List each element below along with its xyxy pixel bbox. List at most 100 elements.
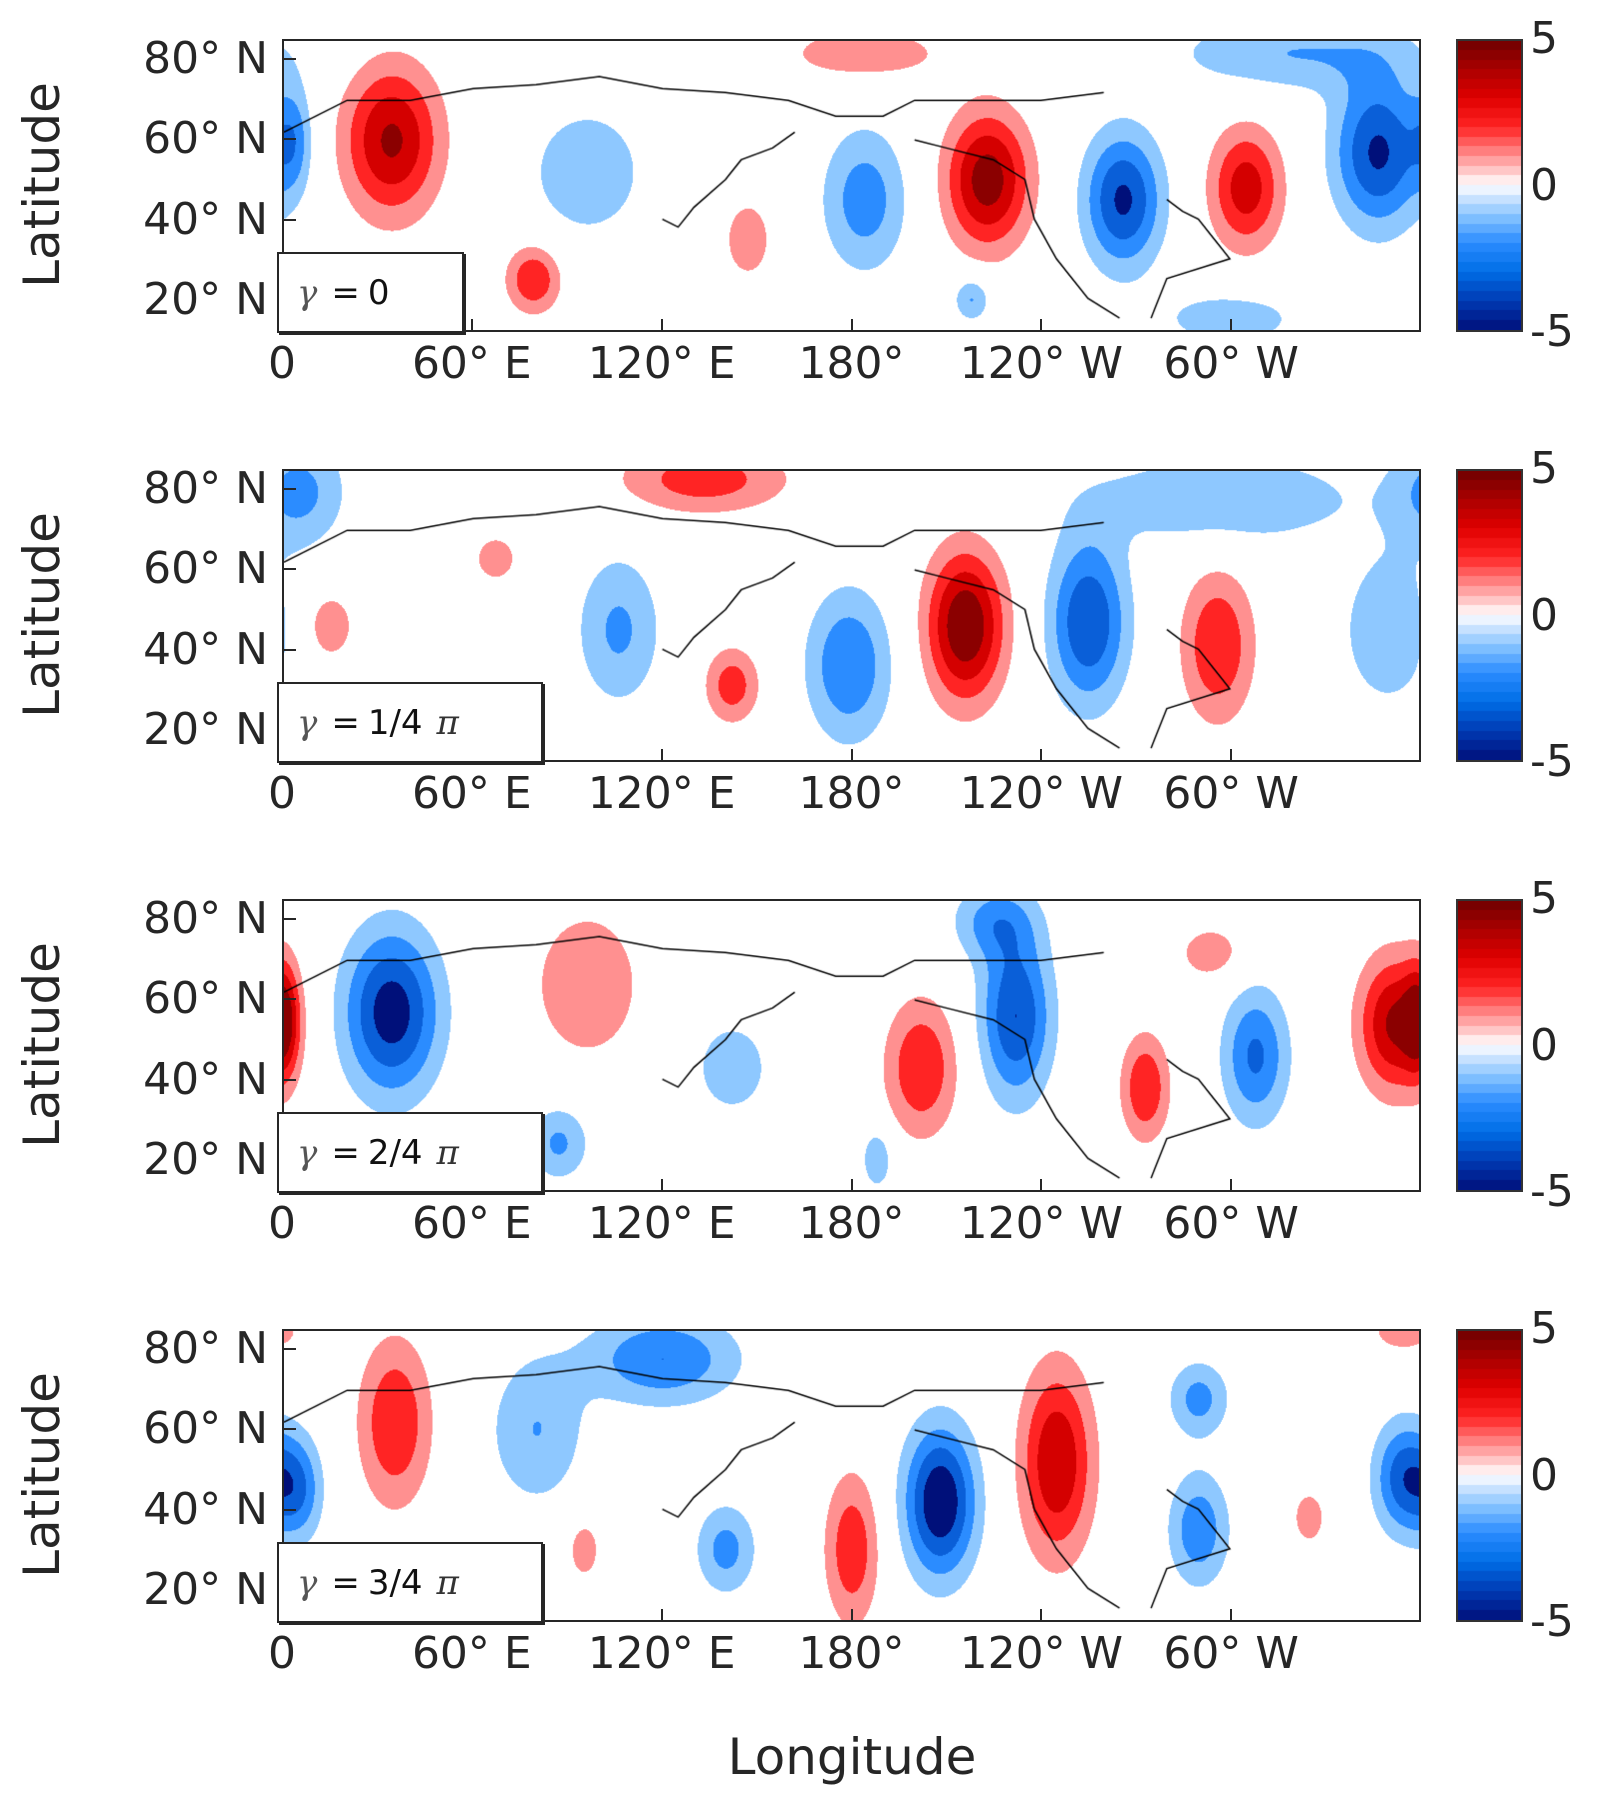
colorbar [1456, 39, 1523, 332]
x-tick-label: 120° W [959, 338, 1124, 389]
y-tick-label: 20° N [143, 703, 268, 755]
x-tick-label: 0 [268, 1198, 296, 1249]
y-tick-label: 80° N [143, 893, 268, 945]
y-tick-label: 80° N [143, 463, 268, 515]
colorbar-tick-label: 5 [1530, 443, 1558, 494]
colorbar-tick-label: -5 [1530, 736, 1574, 787]
gamma-symbol: γ [297, 702, 318, 743]
x-tick-label: 120° E [587, 768, 736, 819]
legend-box: γ = 1/4 π [277, 682, 543, 763]
y-tick-mark [284, 138, 296, 141]
x-tick-mark [1040, 1179, 1043, 1190]
x-tick-mark [850, 749, 853, 760]
colorbar-gradient [1458, 901, 1521, 1190]
y-tick-label: 80° N [143, 1323, 268, 1375]
x-tick-label: 180° [798, 1198, 905, 1249]
x-tick-mark [660, 1609, 663, 1620]
x-tick-mark [470, 319, 473, 330]
x-tick-mark [1040, 749, 1043, 760]
y-tick-mark [284, 918, 296, 921]
x-axis-title: Longitude [727, 1728, 977, 1786]
colorbar-gradient [1458, 41, 1521, 330]
y-tick-mark [284, 488, 296, 491]
y-tick-label: 40° N [143, 1053, 268, 1105]
x-tick-label: 120° W [959, 768, 1124, 819]
y-tick-label: 60° N [143, 1403, 268, 1455]
x-tick-label: 120° E [587, 1198, 736, 1249]
x-tick-label: 0 [268, 338, 296, 389]
y-tick-mark [284, 1078, 296, 1081]
colorbar-tick-label: -5 [1530, 306, 1574, 357]
x-tick-label: 120° W [959, 1628, 1124, 1679]
map-panel: Latitude 80° N 60° N 40° N 20° N 0 60° E 120° E… [0, 447, 1608, 899]
x-tick-mark [660, 319, 663, 330]
y-axis-title-text: Latitude [13, 512, 71, 718]
y-tick-mark [284, 648, 296, 651]
x-tick-label: 60° E [411, 338, 532, 389]
y-tick-label: 60° N [143, 543, 268, 595]
gamma-symbol: γ [297, 1562, 318, 1603]
x-tick-mark [850, 1179, 853, 1190]
colorbar-tick-label: -5 [1530, 1166, 1574, 1217]
contour-field [284, 41, 1419, 330]
y-tick-label: 40° N [143, 1483, 268, 1535]
gamma-value: 3/4 [367, 1562, 423, 1603]
colorbar-gradient [1458, 1331, 1521, 1620]
x-tick-mark [850, 1609, 853, 1620]
gamma-value: 0 [367, 272, 390, 313]
x-tick-mark [1230, 749, 1233, 760]
pi-symbol: π [436, 1562, 459, 1603]
x-tick-label: 60° W [1163, 1628, 1299, 1679]
x-tick-label: 0 [268, 768, 296, 819]
x-tick-label: 60° E [411, 1628, 532, 1679]
equals-sign: = [331, 272, 360, 313]
x-tick-mark [660, 749, 663, 760]
x-tick-mark [660, 1179, 663, 1190]
x-tick-label: 60° W [1163, 338, 1299, 389]
x-tick-label: 180° [798, 768, 905, 819]
colorbar-tick-label: 5 [1530, 13, 1558, 64]
gamma-value: 1/4 [367, 702, 423, 743]
x-tick-label: 60° W [1163, 1198, 1299, 1249]
pi-symbol: π [436, 1132, 459, 1173]
y-tick-mark [284, 1348, 296, 1351]
y-tick-label: 60° N [143, 113, 268, 165]
equals-sign: = [331, 1562, 360, 1603]
colorbar-tick-label: 0 [1530, 1449, 1558, 1501]
colorbar-gradient [1458, 471, 1521, 760]
x-tick-label: 180° [798, 1628, 905, 1679]
x-tick-mark [1040, 319, 1043, 330]
x-tick-mark [850, 319, 853, 330]
map-panel: Latitude 80° N 60° N 40° N 20° N 0 60° E 120° E… [0, 1307, 1608, 1759]
y-tick-mark [284, 218, 296, 221]
y-axis-title-text: Latitude [13, 942, 71, 1148]
x-tick-label: 120° E [587, 338, 736, 389]
colorbar-tick-label: 0 [1530, 1019, 1558, 1071]
y-tick-mark [284, 1428, 296, 1431]
x-tick-label: 0 [268, 1628, 296, 1679]
x-tick-mark [1230, 319, 1233, 330]
x-tick-label: 60° E [411, 1198, 532, 1249]
x-tick-mark [1230, 1609, 1233, 1620]
y-tick-label: 20° N [143, 273, 268, 325]
y-tick-label: 20° N [143, 1133, 268, 1185]
colorbar [1456, 1329, 1523, 1622]
x-tick-label: 180° [798, 338, 905, 389]
y-tick-mark [284, 1508, 296, 1511]
colorbar [1456, 469, 1523, 762]
y-axis-title-text: Latitude [13, 82, 71, 288]
gamma-symbol: γ [297, 1132, 318, 1173]
y-tick-label: 40° N [143, 623, 268, 675]
y-tick-label: 80° N [143, 33, 268, 85]
x-tick-mark [1040, 1609, 1043, 1620]
equals-sign: = [331, 1132, 360, 1173]
pi-symbol: π [436, 702, 459, 743]
map-panel: Latitude 80° N 60° N 40° N 20° N 0 60° E 120° E… [0, 17, 1608, 469]
colorbar [1456, 899, 1523, 1192]
y-tick-label: 40° N [143, 193, 268, 245]
x-tick-label: 60° E [411, 768, 532, 819]
y-tick-mark [284, 58, 296, 61]
colorbar-tick-label: 5 [1530, 873, 1558, 924]
x-tick-mark [1230, 1179, 1233, 1190]
gamma-value: 2/4 [367, 1132, 423, 1173]
